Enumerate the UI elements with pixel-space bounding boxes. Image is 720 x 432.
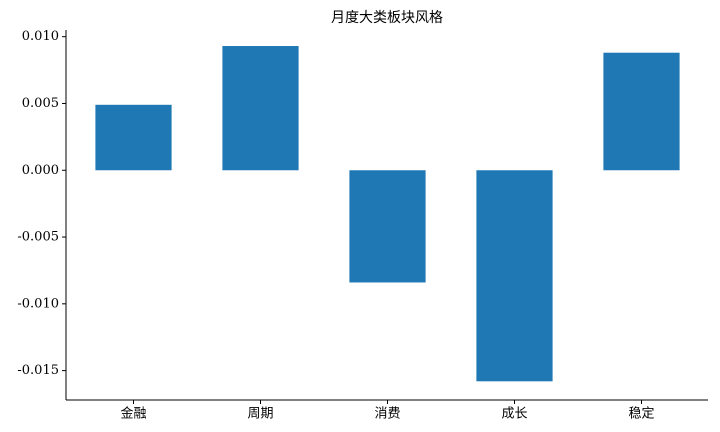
bar [349,170,426,283]
x-tick-label: 金融 [120,406,146,422]
y-tick-label: 0.010 [22,29,59,44]
x-tick-label: 消费 [374,407,400,422]
bar [603,52,680,171]
bar [222,46,299,171]
y-tick-label: -0.005 [17,230,59,245]
y-tick-label: -0.015 [17,363,59,378]
x-tick-label: 稳定 [628,406,654,422]
x-tick-label: 成长 [501,407,527,422]
bar [476,170,553,382]
y-tick-label: 0.000 [22,163,59,178]
chart-title: 月度大类板块风格 [331,10,443,26]
x-tick-label: 周期 [247,407,273,422]
y-tick-label: -0.010 [17,296,59,311]
bar [95,104,172,171]
y-tick-label: 0.005 [22,96,59,111]
